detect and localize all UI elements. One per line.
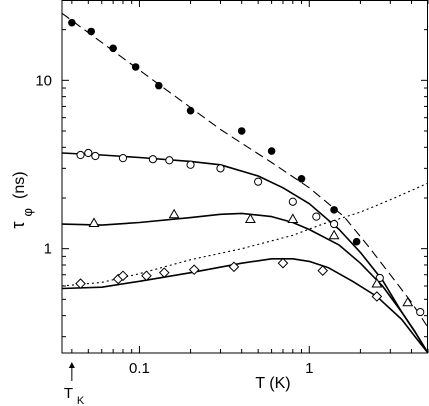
tick-labels: 0.1 1 1 10 <box>35 72 313 377</box>
open-circle-marker <box>375 273 384 283</box>
tk-annotation: T K <box>64 362 85 406</box>
open-diamond-marker <box>75 278 86 289</box>
solid-fit-line-4 <box>62 257 428 353</box>
dotted-fit-line-1 <box>62 182 428 287</box>
y-axis-label-unit: (ns) <box>11 171 28 199</box>
open-circle-marker <box>76 150 85 160</box>
y-tick-label: 10 <box>35 72 52 89</box>
data-markers <box>68 18 425 317</box>
filled-circle-marker <box>267 147 276 155</box>
open-triangle-marker <box>328 229 340 240</box>
tk-label: T K <box>64 385 85 406</box>
open-triangle-marker <box>244 213 256 223</box>
open-circle-marker <box>330 219 339 229</box>
filled-circle-marker <box>297 175 306 183</box>
open-diamond-marker <box>277 257 289 269</box>
filled-circle-marker <box>186 106 195 115</box>
open-triangle-marker <box>287 213 299 223</box>
open-circle-marker <box>254 177 263 186</box>
y-axis-label-main: τ <box>8 221 28 228</box>
open-diamond-marker <box>371 291 383 302</box>
open-circle-marker <box>312 212 321 221</box>
x-tick-label: 0.1 <box>129 360 150 377</box>
filled-circle-marker <box>109 44 117 53</box>
y-axis-label-subscript: φ <box>20 208 35 216</box>
open-triangle-marker <box>371 278 383 288</box>
open-circle-marker <box>186 160 195 169</box>
tk-arrow-head <box>68 362 75 368</box>
plot-frame <box>61 0 428 354</box>
open-diamond-marker <box>188 264 200 276</box>
open-circle-marker <box>84 148 93 158</box>
open-triangle-marker <box>88 217 100 227</box>
filled-circle-marker <box>68 18 76 27</box>
open-diamond-marker <box>141 270 152 282</box>
open-circle-marker <box>165 156 174 165</box>
open-circle-marker <box>288 197 297 206</box>
y-axis-label-text: τ φ (ns) <box>8 171 35 228</box>
filled-circle-marker <box>330 206 338 214</box>
filled-circle-marker <box>237 127 246 135</box>
dashed-fit-line-0 <box>62 12 428 328</box>
filled-circle-marker <box>131 63 140 71</box>
open-triangle-marker <box>402 296 414 307</box>
tk-label-subscript: K <box>77 395 85 406</box>
filled-circle-marker <box>87 27 96 36</box>
fit-lines <box>62 12 428 353</box>
open-circle-marker <box>118 154 128 163</box>
y-tick-label: 1 <box>44 241 52 258</box>
tk-label-main: T <box>64 385 73 402</box>
open-diamond-marker <box>117 270 129 282</box>
x-axis-label: T (K) <box>255 375 290 392</box>
open-circle-marker <box>416 307 425 317</box>
open-circle-marker <box>148 155 157 164</box>
filled-circle-marker <box>352 237 361 246</box>
open-circle-marker <box>91 151 100 161</box>
open-diamond-marker <box>317 265 329 276</box>
open-circle-marker <box>216 164 225 173</box>
y-axis-label: τ φ (ns) <box>8 171 35 228</box>
open-diamond-marker <box>158 267 170 278</box>
open-triangle-marker <box>168 208 180 219</box>
x-tick-label: 1 <box>305 360 313 377</box>
open-diamond-marker <box>228 261 240 273</box>
axis-ticks <box>62 0 429 353</box>
filled-circle-marker <box>154 81 163 90</box>
